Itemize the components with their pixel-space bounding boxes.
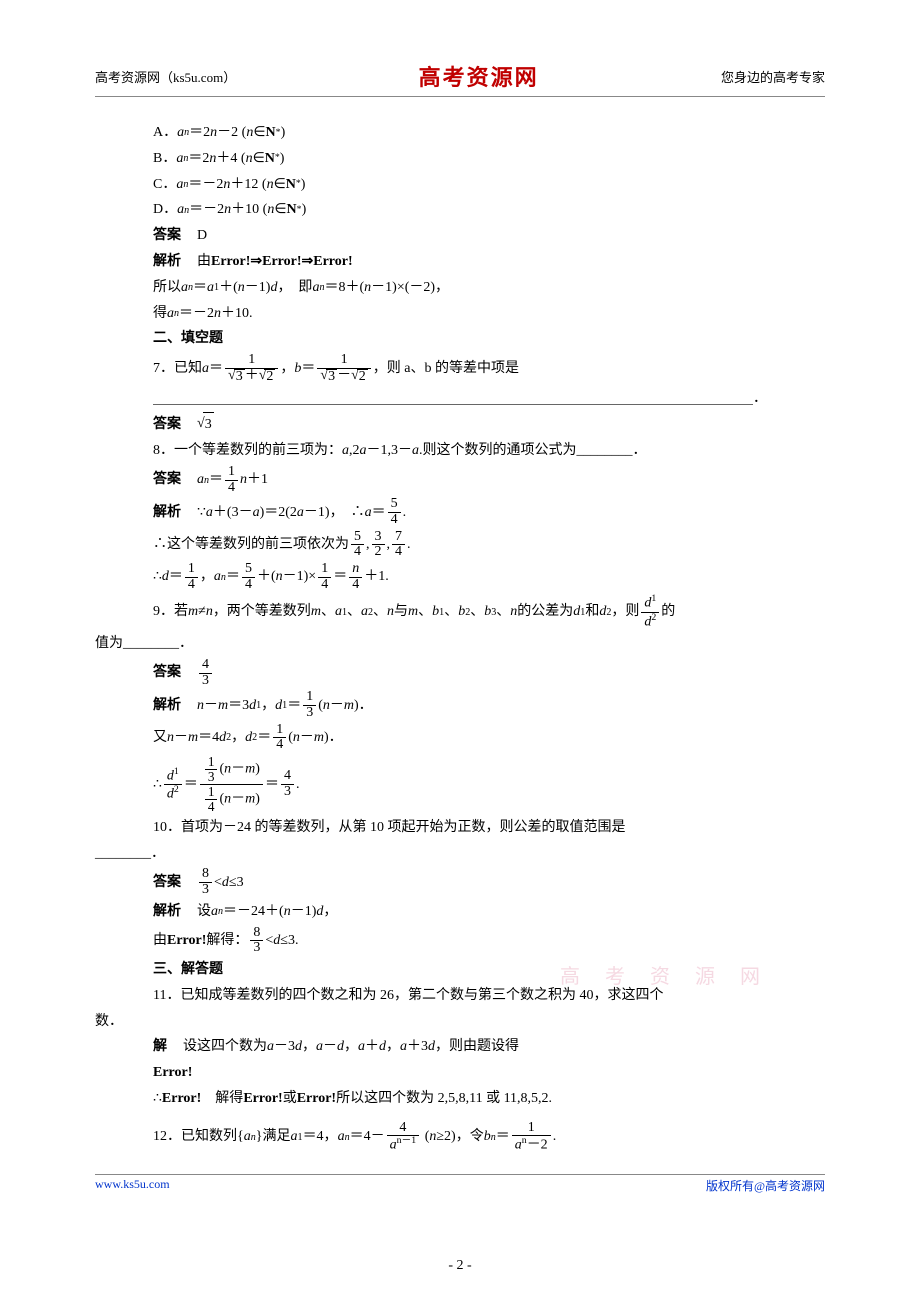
q9-explain-3: ∴ d1d2 ＝ 13(n－m) 14(n－m) ＝ 43. [95, 755, 825, 814]
q11-sol-2: ∴Error! 解得Error! 或Error! 所以这四个数为 2,5,8,1… [95, 1087, 825, 1111]
q8-answer: 答案 an＝ 14 n＋1 [95, 465, 825, 495]
section-2-heading: 二、填空题 [95, 327, 825, 351]
q8-explain-3: ∴d＝ 14 ，an＝ 54 ＋(n－1)× 14 ＝ n4 ＋1. [95, 562, 825, 592]
q11-stem-2: 数． [95, 1010, 825, 1034]
choice-A-label: A． [153, 121, 177, 145]
choice-C: C． an＝－2n＋12 (n∈N*) [95, 173, 825, 197]
header-center-title: 高考资源网 [419, 60, 539, 92]
page-number: - 2 - [448, 1258, 471, 1274]
q7-frac-a: 1 3＋2 [225, 353, 278, 384]
choice-D-label: D． [153, 198, 177, 222]
q6-explain-2: 所以 an＝a1＋(n－1)d， 即 an＝8＋(n－1)×(－2)， [95, 276, 825, 300]
q11-stem-1: 11．已知成等差数列的四个数之和为 26，第二个数与第三个数之积为 40，求这四… [95, 984, 825, 1008]
q11-sol-err: Error! [95, 1061, 825, 1085]
q9-stem-2: 值为________． [95, 632, 825, 656]
q7-blank-line: ． [95, 387, 825, 411]
choice-B: B． an＝2n＋4 (n∈N*) [95, 147, 825, 171]
answer-label: 答案 [153, 224, 181, 248]
q6-explain-3: 得 an＝－2n＋10. [95, 302, 825, 326]
q6-exp1-pre: 由 [197, 250, 211, 274]
q8-explain-1: 解析 ∵a＋(3－a)＝2(2a－1)， ∴a＝ 54. [95, 497, 825, 527]
q9-answer: 答案 43 [95, 658, 825, 688]
q10-stem: 10．首项为－24 的等差数列，从第 10 项起开始为正数，则公差的取值范围是 [95, 816, 825, 840]
footer-copyright: 版权所有@高考资源网 [706, 1177, 825, 1194]
section-3-heading: 三、解答题 [95, 958, 825, 982]
header-right: 您身边的高考专家 [721, 67, 825, 86]
explain-label: 解析 [153, 250, 181, 274]
q10-stem-blank: ________． [95, 842, 825, 866]
q10-explain-2: 由Error!解得： 83 <d≤3. [95, 926, 825, 956]
page: 高考资源网（ks5u.com） 高考资源网 您身边的高考专家 A． an＝2n－… [0, 0, 920, 1302]
footer-left-link[interactable]: www.ks5u.com [95, 1177, 170, 1194]
q11-sol-1: 解 设这四个数为 a－3d，a－d，a＋d，a＋3d，则由题设得 [95, 1035, 825, 1059]
q6-answer: 答案 D [95, 224, 825, 248]
q9-stem-1: 9．若 m≠n，两个等差数列 m、a1、a2、n 与 m、b1、b2、b3、n … [95, 594, 825, 630]
choice-B-label: B． [153, 147, 176, 171]
q12-stem: 12．已知数列{an}满足 a1＝4，an＝4－ 4an－1 (n≥2)，令 b… [95, 1121, 825, 1154]
choice-A: A． an＝2n－2 (n∈N*) [95, 121, 825, 145]
q9-explain-2: 又 n－m＝4d2，d2＝ 14 (n－m)． [95, 723, 825, 753]
q6-exp1-err: Error!⇒Error!⇒Error! [211, 250, 353, 274]
q6-explain-1: 解析 由 Error!⇒Error!⇒Error! [95, 250, 825, 274]
q8-stem: 8．一个等差数列的前三项为：a,2a－1,3－a.则这个数列的通项公式为____… [95, 439, 825, 463]
q8-explain-2: ∴这个等差数列的前三项依次为 54, 32, 74. [95, 530, 825, 560]
q7-frac-b: 1 3－2 [317, 353, 370, 384]
document-body: A． an＝2n－2 (n∈N*) B． an＝2n＋4 (n∈N*) C． a… [95, 121, 825, 1154]
page-footer: www.ks5u.com 版权所有@高考资源网 [95, 1177, 825, 1194]
q7-answer: 答案 3 [95, 412, 825, 437]
header-rule [95, 96, 825, 97]
q7-answer-value: 3 [197, 412, 214, 437]
footer-rule [95, 1174, 825, 1175]
page-header: 高考资源网（ks5u.com） 高考资源网 您身边的高考专家 [95, 60, 825, 92]
header-left: 高考资源网（ks5u.com） [95, 67, 236, 86]
q9-explain-1: 解析 n－m＝3d1，d1＝ 13 (n－m)． [95, 690, 825, 720]
q10-explain-1: 解析 设 an＝－24＋(n－1)d， [95, 900, 825, 924]
choice-C-label: C． [153, 173, 176, 197]
q7-stem: 7．已知 a＝ 1 3＋2 ，b＝ 1 3－2 ，则 a、b 的等差中项是 [95, 353, 825, 384]
q10-answer: 答案 83 <d≤3 [95, 867, 825, 897]
choice-D: D． an＝－2n＋10 (n∈N*) [95, 198, 825, 222]
q6-answer-value: D [197, 224, 207, 248]
